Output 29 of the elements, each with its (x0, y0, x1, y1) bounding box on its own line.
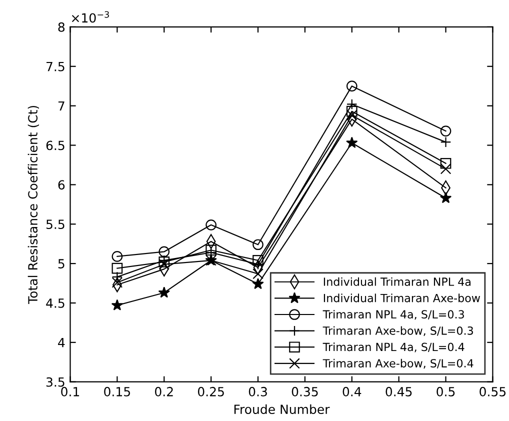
legend-label: Individual Trimaran Axe-bow (324, 294, 480, 302)
legend-label: Trimaran Axe-bow, S/L=0.4 (322, 358, 474, 369)
y-axis-title: Total Resistance Coefficient (Ct) (28, 106, 39, 304)
legend-label: Trimaran NPL 4a, S/L=0.4 (322, 342, 464, 352)
legend-label: Trimaran Axe-bow, S/L=0.3 (322, 326, 473, 336)
x-tick-label: 0.3 (248, 386, 267, 396)
x-tick-label: 0.5 (436, 386, 455, 396)
y-tick-label: 3.5 (46, 377, 64, 387)
x-tick-label: 0.4 (342, 386, 362, 396)
y-tick-label: 5 (58, 259, 64, 268)
x-tick-label: 0.15 (104, 386, 130, 396)
text: ×10$^{−3}$ (72, 11, 109, 23)
x-tick-label: 0.2 (155, 386, 173, 396)
y-tick-label: 7 (58, 101, 64, 111)
x-tick-label: 0.1 (61, 386, 80, 396)
y-tick-label: 4.5 (46, 298, 64, 308)
legend-label: Trimaran NPL 4a, S/L=0.3 (322, 310, 464, 320)
y-tick-label: 5.5 (46, 220, 64, 230)
x-tick-label: 0.35 (292, 386, 318, 396)
y-tick-label: 6.5 (46, 140, 64, 150)
x-tick-label: 0.45 (386, 386, 412, 396)
y-tick-label: 7.5 (46, 62, 64, 72)
x-axis-title: Froude Number (234, 404, 330, 414)
x-tick-label: 0.55 (480, 386, 506, 396)
y-tick-label: 6 (58, 180, 65, 190)
x-tick-label: 0.25 (198, 386, 224, 396)
y-tick-label: 8 (58, 22, 65, 32)
legend-label: Individual Trimaran NPL 4a (324, 277, 470, 286)
y-tick-label: 4 (58, 338, 65, 348)
